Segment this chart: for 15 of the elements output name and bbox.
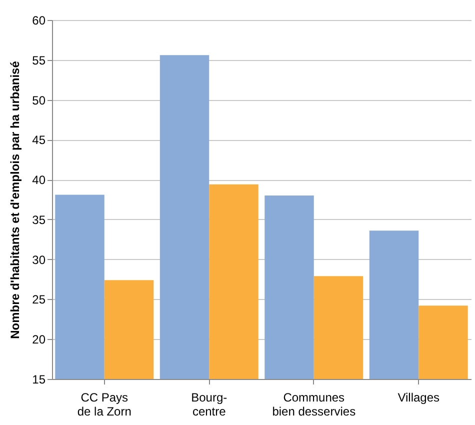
y-tick-label: 50 bbox=[32, 93, 46, 108]
y-tick-label: 55 bbox=[32, 53, 46, 68]
x-tick-label: Bourg-centre bbox=[191, 390, 228, 418]
y-axis-title: Nombre d'habitants et d'emplois par ha urbanisé bbox=[8, 60, 22, 339]
y-tick-label: 30 bbox=[32, 252, 46, 267]
y-tick-label: 40 bbox=[32, 173, 46, 188]
y-tick-label: 25 bbox=[32, 292, 46, 307]
y-tick-label: 60 bbox=[32, 14, 46, 28]
y-tick-label: 15 bbox=[32, 372, 46, 386]
x-tick-label: CC Pays de la Zorn bbox=[77, 390, 132, 418]
x-tick-label: Communes bien desservies bbox=[272, 390, 356, 418]
x-tick-label: Villages bbox=[398, 390, 440, 404]
y-tick-label: 45 bbox=[32, 133, 46, 148]
y-tick-label: 20 bbox=[32, 332, 46, 347]
y-tick-label: 35 bbox=[32, 212, 46, 227]
